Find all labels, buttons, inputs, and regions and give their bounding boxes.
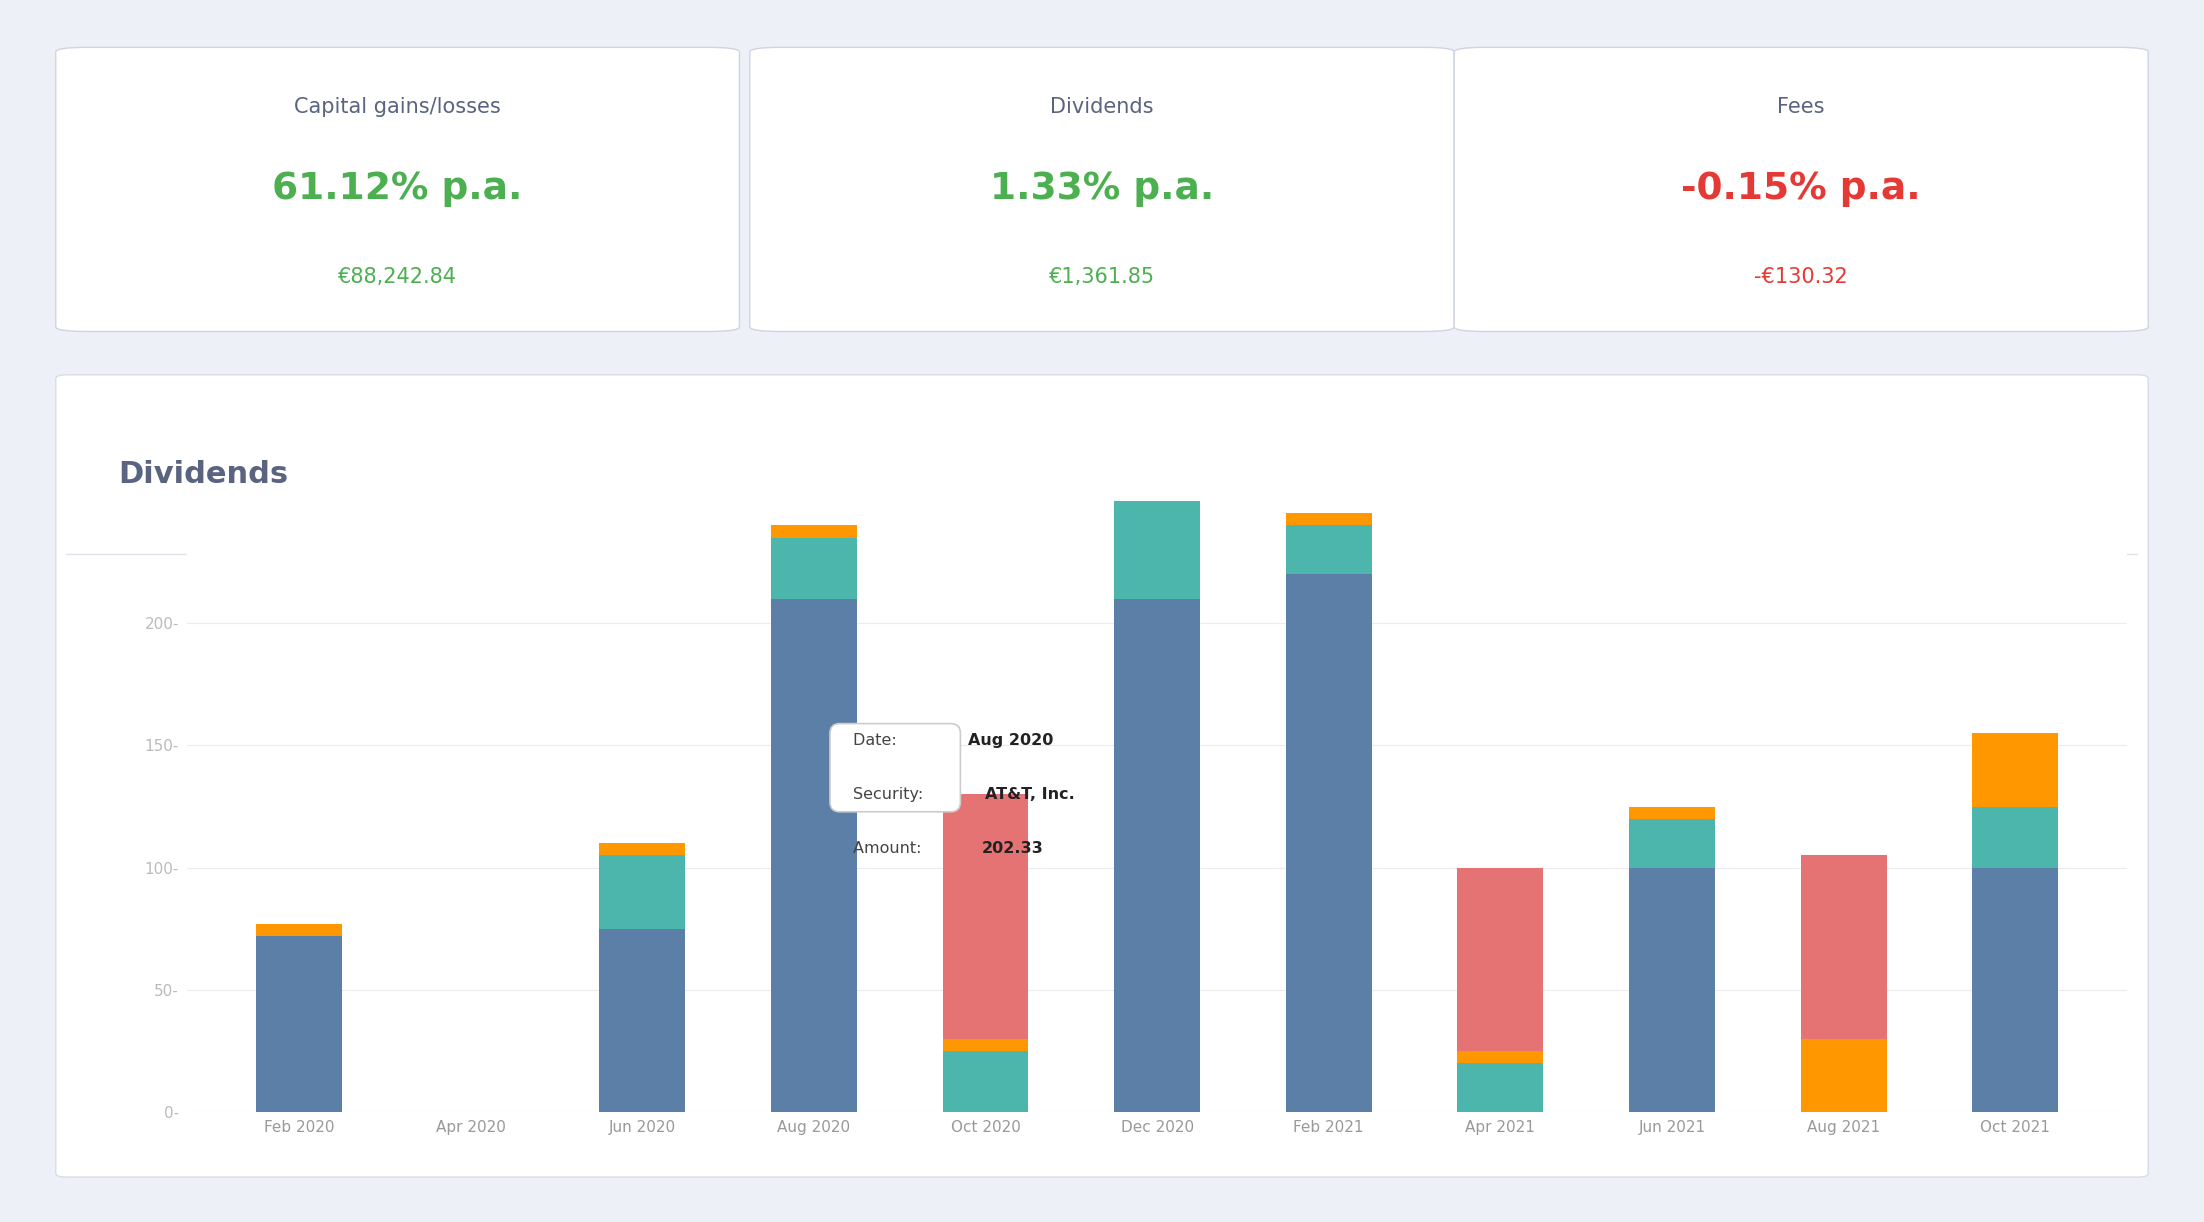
Text: Date:            
Security:        
Amount:: Date: Security: Amount: — [840, 733, 950, 802]
Text: Capital gains/losses: Capital gains/losses — [293, 97, 500, 117]
Text: Amount:: Amount: — [853, 841, 928, 855]
Bar — [1285, 574, 1371, 1112]
FancyBboxPatch shape — [749, 48, 1455, 331]
Bar — [1285, 525, 1371, 574]
Bar — [1973, 868, 2059, 1112]
Text: 61.12% p.a.: 61.12% p.a. — [273, 171, 522, 208]
Bar — [256, 924, 342, 936]
Text: Aug 2020: Aug 2020 — [968, 733, 1054, 748]
Text: AT&T, Inc.: AT&T, Inc. — [985, 787, 1076, 802]
Bar — [599, 843, 685, 855]
Bar — [1457, 1051, 1543, 1063]
Bar — [1801, 855, 1887, 1039]
Bar — [1973, 733, 2059, 807]
Bar — [599, 929, 685, 1112]
Bar — [1115, 599, 1199, 1112]
Text: Fees: Fees — [1776, 97, 1825, 117]
Bar — [1115, 477, 1199, 489]
Bar — [1115, 489, 1199, 599]
Text: €1,361.85: €1,361.85 — [1049, 268, 1155, 287]
Bar — [1629, 868, 1715, 1112]
Text: €88,242.84: €88,242.84 — [337, 268, 456, 287]
Bar — [771, 538, 857, 599]
Bar — [1629, 807, 1715, 819]
Bar — [943, 794, 1029, 1039]
Text: Security:: Security: — [853, 787, 928, 802]
FancyBboxPatch shape — [55, 48, 738, 331]
Bar — [599, 855, 685, 929]
Bar — [1457, 1063, 1543, 1112]
Bar — [1801, 1039, 1887, 1112]
Text: 202.33: 202.33 — [983, 841, 1045, 855]
Bar — [1285, 513, 1371, 525]
Text: Date:: Date: — [853, 733, 901, 748]
FancyBboxPatch shape — [55, 375, 2149, 1177]
Text: -€130.32: -€130.32 — [1754, 268, 1849, 287]
Bar — [1629, 819, 1715, 868]
Bar — [943, 1051, 1029, 1112]
Bar — [943, 1039, 1029, 1051]
Text: -0.15% p.a.: -0.15% p.a. — [1682, 171, 1922, 208]
Text: Dividends: Dividends — [1051, 97, 1153, 117]
Bar — [771, 599, 857, 1112]
Text: Dividends: Dividends — [119, 459, 289, 489]
Text: 1.33% p.a.: 1.33% p.a. — [990, 171, 1214, 208]
Bar — [1457, 868, 1543, 1051]
Bar — [771, 525, 857, 538]
FancyBboxPatch shape — [1455, 48, 2149, 331]
Bar — [1973, 807, 2059, 868]
Bar — [256, 936, 342, 1112]
